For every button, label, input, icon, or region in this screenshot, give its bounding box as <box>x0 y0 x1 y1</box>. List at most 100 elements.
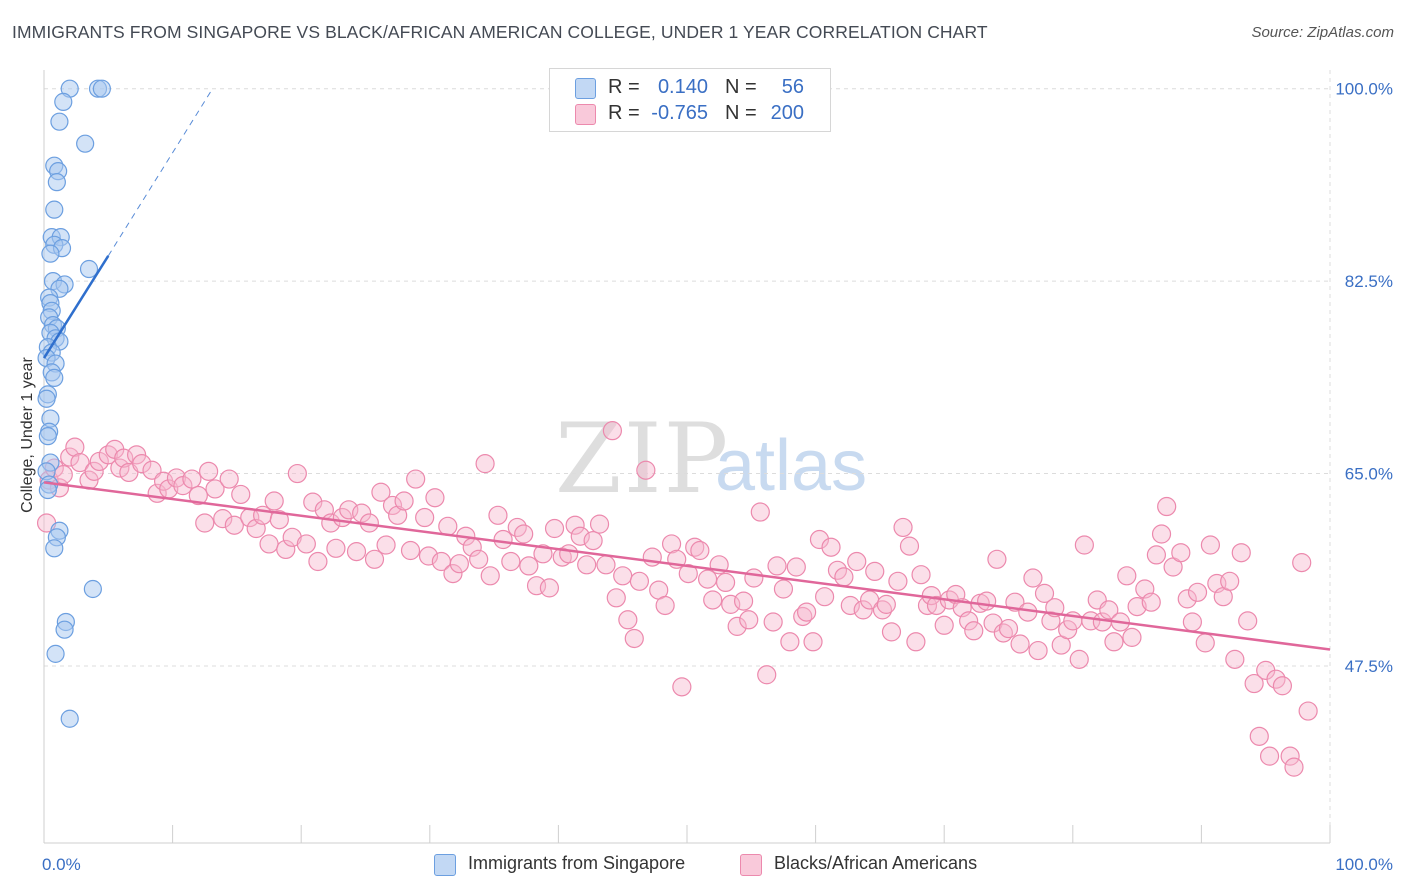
series-immigrants-from-singapore <box>37 79 111 728</box>
data-point-blue <box>38 480 57 500</box>
trend-line-blue-extension <box>107 90 212 257</box>
data-point-blue <box>54 92 73 111</box>
data-point-pink <box>415 507 435 528</box>
data-point-pink <box>443 564 463 584</box>
data-point-pink <box>750 502 770 522</box>
data-point-pink <box>224 515 244 535</box>
data-point-pink <box>449 554 469 574</box>
data-point-pink <box>1157 496 1177 517</box>
data-point-pink <box>685 537 705 557</box>
data-point-pink <box>865 561 885 582</box>
data-point-pink <box>703 590 723 610</box>
data-point-blue <box>79 259 99 279</box>
legend-n-value: 56 <box>781 76 804 98</box>
x-tick-label: 0.0% <box>42 855 81 874</box>
data-point-pink <box>438 516 458 536</box>
data-point-pink <box>269 510 289 530</box>
data-point-pink <box>934 615 954 635</box>
data-point-pink <box>1280 746 1300 766</box>
data-point-pink <box>132 454 152 474</box>
data-point-pink <box>815 587 835 607</box>
data-point-blue <box>50 112 69 131</box>
legend-item-label: Immigrants from Singapore <box>468 853 686 873</box>
data-point-pink <box>893 517 913 538</box>
data-point-blue <box>47 173 66 192</box>
data-point-pink <box>661 534 682 554</box>
tick-labels: 100.0% 82.5% 65.0% 47.5% 0.0% 100.0% <box>42 80 1393 874</box>
legend-row-singapore: R = 0.140 N = 56 <box>550 75 830 101</box>
data-point-pink <box>1187 582 1208 602</box>
data-point-pink <box>964 621 984 641</box>
legend-swatch-pink <box>575 104 596 125</box>
data-point-pink <box>475 454 495 474</box>
y-tick-label: 82.5% <box>1345 272 1393 291</box>
data-point-blue <box>55 620 74 639</box>
data-point-blue <box>92 79 111 98</box>
y-tick-label: 65.0% <box>1345 465 1393 484</box>
data-point-blue <box>45 200 64 219</box>
data-point-pink <box>690 540 710 561</box>
watermark-atlas: atlas <box>715 426 867 506</box>
data-point-pink <box>1292 553 1312 573</box>
data-point-pink <box>596 555 616 575</box>
data-point-pink <box>959 611 979 631</box>
data-point-pink <box>394 491 414 511</box>
data-point-pink <box>501 551 521 572</box>
data-point-pink <box>906 632 926 652</box>
data-point-pink <box>624 628 644 649</box>
chart-title: IMMIGRANTS FROM SINGAPORE VS BLACK/AFRIC… <box>12 22 988 42</box>
data-point-pink <box>780 632 800 652</box>
y-tick-label: 100.0% <box>1335 80 1393 99</box>
data-point-blue <box>45 368 64 387</box>
data-point-pink <box>213 509 233 529</box>
legend-n-value: 200 <box>770 102 804 124</box>
data-point-pink <box>629 571 650 591</box>
data-point-pink <box>469 549 489 569</box>
y-axis-label-text: College, Under 1 year <box>19 357 36 513</box>
data-point-pink <box>1272 676 1293 696</box>
data-point-pink <box>480 566 500 586</box>
trend-line-blue <box>42 255 110 359</box>
data-point-pink <box>1074 535 1094 555</box>
legend-swatch-blue <box>434 854 456 876</box>
data-point-pink <box>1058 620 1078 640</box>
data-point-pink <box>881 622 902 642</box>
data-point-pink <box>733 591 754 611</box>
data-point-pink <box>739 610 759 630</box>
data-point-pink <box>346 542 367 562</box>
data-point-pink <box>1104 632 1124 652</box>
data-point-pink <box>565 515 585 535</box>
data-point-pink <box>425 488 445 508</box>
legend-item-label: Blacks/African Americans <box>774 853 978 873</box>
legend-n-label: N = <box>725 102 757 124</box>
data-point-pink <box>1231 543 1251 563</box>
data-point-pink <box>70 452 90 473</box>
data-point-pink <box>166 468 187 488</box>
data-point-pink <box>618 610 638 630</box>
data-point-pink <box>847 551 867 572</box>
data-point-pink <box>1146 545 1166 565</box>
data-point-pink <box>715 572 736 593</box>
data-point-pink <box>264 491 284 511</box>
data-point-pink <box>296 534 316 554</box>
data-point-pink <box>888 571 908 591</box>
data-point-pink <box>182 469 202 489</box>
data-point-pink <box>539 578 559 598</box>
data-point-pink <box>303 492 323 512</box>
data-point-pink <box>1122 627 1142 647</box>
data-point-pink <box>287 463 307 484</box>
data-point-pink <box>1023 568 1043 588</box>
data-point-pink <box>65 437 85 457</box>
trend-lines <box>42 90 1331 651</box>
data-point-pink <box>876 594 896 614</box>
data-point-pink <box>382 495 403 516</box>
data-point-pink <box>1099 600 1119 620</box>
legend-r-label: R = <box>608 102 640 124</box>
correlation-legend: R = 0.140 N = 56 R = -0.765 N = 200 <box>549 68 831 132</box>
data-point-pink <box>809 529 830 550</box>
data-point-pink <box>583 531 603 551</box>
data-point-pink <box>1244 673 1264 694</box>
data-point-pink <box>1117 566 1137 586</box>
data-point-pink <box>282 527 302 547</box>
